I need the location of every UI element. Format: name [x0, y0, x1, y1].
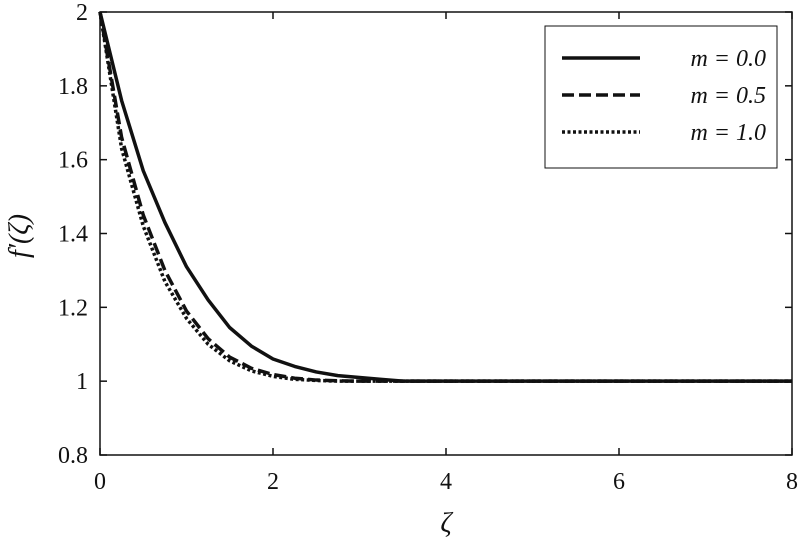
legend-box — [544, 25, 778, 169]
x-axis-label: ζ — [440, 508, 453, 539]
legend: m = 0.0 m = 0.5 m = 1.0 — [544, 25, 778, 169]
x-tick-label: 8 — [786, 469, 798, 495]
y-axis-label: f′(ζ) — [4, 214, 35, 258]
y-tick-label: 1.8 — [58, 74, 88, 100]
plot-frame — [99, 11, 793, 456]
y-tick-label: 0.8 — [58, 443, 88, 469]
tick-labels: 0 2 4 6 8 0.8 1 1.2 1.4 1.6 1.8 2 — [58, 0, 798, 495]
x-tick-label: 6 — [613, 469, 625, 495]
legend-label-3: m = 1.0 — [690, 120, 766, 146]
y-tick-label: 1 — [76, 369, 88, 395]
y-tick-label: 1.2 — [58, 295, 88, 321]
series-layer — [98, 11, 792, 383]
y-tick-label: 2 — [76, 0, 88, 26]
legend-label-2: m = 0.5 — [690, 83, 766, 109]
x-tick-label: 2 — [267, 469, 279, 495]
legend-label-1: m = 0.0 — [690, 46, 766, 72]
x-tick-label: 4 — [440, 469, 452, 495]
x-tick-label: 0 — [94, 469, 106, 495]
y-tick-label: 1.6 — [58, 148, 88, 174]
y-tick-label: 1.4 — [58, 222, 88, 248]
series-line-3 — [98, 11, 792, 383]
legend-items: m = 0.0 m = 0.5 m = 1.0 — [562, 46, 766, 146]
